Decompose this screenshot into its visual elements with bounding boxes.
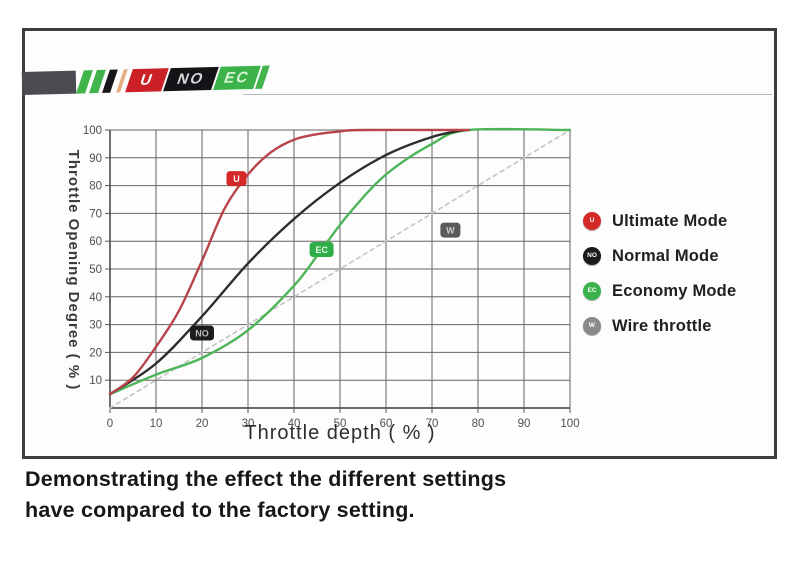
legend-dot-normal-icon: NO: [583, 247, 601, 265]
x-tick-label: 30: [242, 418, 255, 430]
legend-dot-wire-icon: W: [583, 317, 601, 335]
x-tick-label: 40: [288, 418, 301, 430]
logo-segment-economy: EC: [213, 65, 261, 91]
legend-item-ultimate: U Ultimate Mode: [583, 212, 736, 230]
y-tick-label: 80: [89, 181, 102, 193]
y-tick-label: 60: [89, 236, 102, 248]
caption-line-2: have compared to the factory setting.: [25, 498, 415, 522]
svg-text:W: W: [446, 226, 455, 236]
x-tick-label: 20: [196, 418, 209, 430]
x-tick-label: 60: [380, 418, 393, 430]
legend-dot-letter: U: [589, 216, 595, 224]
caption-line-1: Demonstrating the effect the different s…: [25, 467, 507, 491]
x-tick-label: 100: [560, 418, 579, 430]
badge-w: W: [440, 222, 461, 238]
legend-label: Normal Mode: [612, 246, 719, 265]
y-tick-label: 40: [89, 292, 102, 304]
header-rule: [243, 94, 772, 95]
badge-ec: EC: [309, 242, 334, 258]
svg-text:NO: NO: [195, 328, 209, 338]
legend-item-economy: EC Economy Mode: [583, 282, 736, 300]
y-tick-label: 10: [89, 375, 102, 387]
y-tick-label: 90: [89, 153, 102, 165]
legend-dot-letter: EC: [587, 286, 597, 294]
svg-text:U: U: [233, 174, 240, 184]
logo-segment-normal: NO: [163, 66, 219, 92]
y-tick-label: 50: [89, 264, 102, 276]
x-tick-label: 50: [334, 418, 347, 430]
y-tick-label: 100: [83, 125, 102, 137]
legend-label: Economy Mode: [612, 281, 737, 300]
legend-item-wire: W Wire throttle: [583, 317, 736, 335]
x-tick-label: 10: [150, 418, 163, 430]
x-tick-label: 70: [426, 418, 439, 430]
legend-label: Ultimate Mode: [612, 211, 728, 230]
legend-dot-economy-icon: EC: [583, 282, 601, 300]
y-tick-label: 30: [89, 320, 102, 332]
x-axis-title: Throttle depth ( % ): [244, 422, 435, 444]
legend: U Ultimate Mode NO Normal Mode EC Econom…: [583, 212, 736, 352]
x-tick-label: 0: [107, 418, 113, 430]
y-tick-label: 20: [89, 347, 102, 359]
x-tick-label: 90: [518, 418, 531, 430]
logo-segment-ultimate: U: [125, 68, 169, 93]
curve-ultimate-mode: [108, 128, 470, 396]
logo-bar: [21, 70, 77, 95]
svg-text:EC: EC: [315, 245, 328, 255]
curve-wire-throttle: [109, 129, 571, 409]
legend-label: Wire throttle: [612, 316, 712, 335]
legend-dot-letter: W: [588, 321, 596, 329]
badge-u: U: [226, 171, 247, 187]
y-tick-label: 70: [89, 208, 102, 220]
legend-item-normal: NO Normal Mode: [583, 247, 736, 265]
throttle-chart: 0 10 20 30 40 50 60 70 80 90 100 10 20 30 40 50 60 70 80 90…: [83, 125, 580, 444]
figure-caption: Demonstrating the effect the different s…: [25, 464, 506, 526]
brand-logo: U NO EC: [21, 65, 270, 95]
legend-dot-letter: NO: [587, 251, 597, 259]
legend-dot-ultimate-icon: U: [583, 212, 601, 230]
badge-no: NO: [190, 325, 214, 341]
curve-normal-mode: [108, 128, 466, 396]
x-tick-label: 80: [472, 418, 485, 430]
